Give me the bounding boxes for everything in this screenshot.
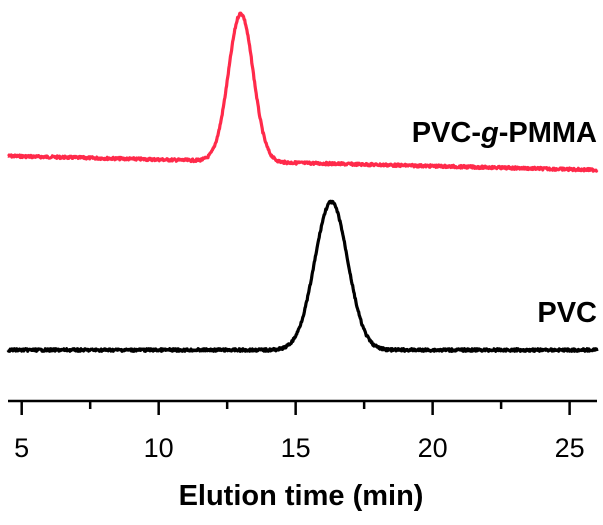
x-tick-label: 10 (144, 433, 174, 463)
series-label-pvc: PVC (537, 297, 597, 329)
x-tick-label: 5 (14, 433, 29, 463)
x-tick-label: 20 (418, 433, 448, 463)
series-line-pvc (6, 199, 599, 353)
series-label-pvc-g-pmma: PVC-g-PMMA (412, 117, 597, 149)
series-line-pvc-g-pmma (6, 11, 599, 173)
series-group (6, 11, 599, 353)
x-axis: 5 10 15 20 25 (8, 399, 597, 463)
x-tick-label: 25 (555, 433, 585, 463)
x-axis-title: Elution time (min) (179, 480, 424, 512)
x-tick-label: 15 (281, 433, 311, 463)
